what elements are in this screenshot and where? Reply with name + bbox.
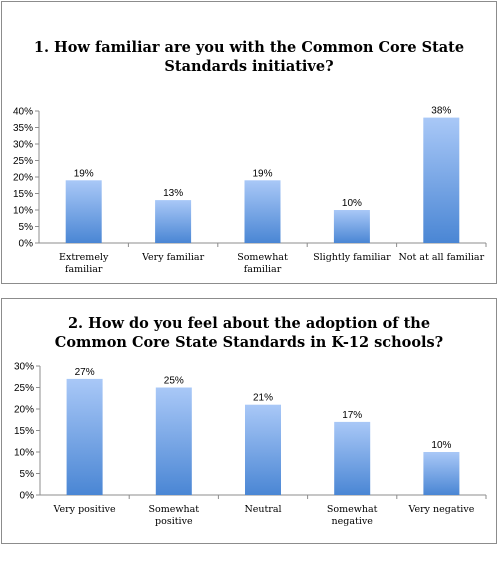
- bar: [423, 117, 460, 243]
- bar: [155, 200, 192, 243]
- y-tick-label: 40%: [13, 107, 33, 118]
- chart-panel-adoption-feeling: 2. How do you feel about the adoption of…: [1, 298, 497, 544]
- data-label: 19%: [252, 168, 272, 179]
- x-tick-label: Very negative: [407, 504, 474, 515]
- data-label: 27%: [75, 367, 95, 378]
- bar-chart-adoption-feeling: 0% 5% 10% 15% 20% 25% 30% 27% Very positive 25% So…: [14, 362, 487, 527]
- y-tick-label: 35%: [13, 123, 33, 134]
- y-tick-label: 30%: [13, 140, 33, 151]
- y-tick-label: 15%: [14, 426, 34, 437]
- bar: [155, 387, 192, 495]
- chart-title-line: Common Core State Standards in K-12 scho…: [54, 334, 444, 351]
- y-tick-label: 20%: [13, 173, 33, 184]
- x-tick-label: Not at all familiar: [398, 252, 484, 263]
- x-tick-label: Slightly familiar: [313, 252, 391, 263]
- y-tick-label: 5%: [20, 469, 35, 480]
- data-label: 13%: [163, 188, 183, 199]
- y-tick-label: 0%: [20, 491, 35, 502]
- y-tick-label: 5%: [19, 222, 34, 233]
- x-tick-label: Somewhat negative: [327, 504, 378, 527]
- data-label: 19%: [74, 168, 94, 179]
- chart-title-line: 2. How do you feel about the adoption of…: [67, 315, 431, 332]
- y-tick-label: 25%: [13, 156, 33, 167]
- data-label: 25%: [164, 376, 184, 387]
- data-label: 38%: [431, 106, 451, 117]
- bar: [245, 404, 281, 495]
- bar-chart-familiarity: 0% 5% 10% 15% 20% 25% 30% 35% 40% 19% Extremely fam…: [13, 106, 487, 275]
- data-label: 21%: [253, 393, 273, 404]
- chart-title-line: Standards initiative?: [164, 58, 334, 75]
- bar: [334, 421, 371, 495]
- y-tick-label: 20%: [14, 405, 34, 416]
- y-tick-label: 10%: [14, 448, 34, 459]
- x-tick-label: Neutral: [244, 504, 281, 515]
- data-label: 10%: [431, 440, 451, 451]
- x-tick-label: Extremely familiar: [59, 252, 109, 275]
- bar: [333, 210, 370, 243]
- data-label: 17%: [342, 410, 362, 421]
- bar: [423, 452, 460, 495]
- x-tick-label: Very positive: [53, 504, 116, 515]
- x-tick-label: Somewhat positive: [149, 504, 200, 527]
- chart-panel-familiarity: 1. How familiar are you with the Common …: [1, 1, 497, 284]
- chart-title: 2. How do you feel about the adoption of…: [2, 314, 496, 352]
- y-tick-label: 0%: [19, 239, 34, 250]
- data-label: 10%: [342, 198, 362, 209]
- x-tick-label: Very familiar: [141, 252, 205, 263]
- y-tick-label: 15%: [13, 189, 33, 200]
- bar: [244, 180, 281, 243]
- y-tick-label: 10%: [13, 206, 33, 217]
- bar: [65, 180, 102, 243]
- bar: [66, 378, 103, 495]
- x-tick-label: Somewhat familiar: [237, 252, 288, 275]
- chart-title: 1. How familiar are you with the Common …: [2, 38, 496, 76]
- y-tick-label: 30%: [14, 362, 34, 373]
- y-tick-label: 25%: [14, 383, 34, 394]
- chart-title-line: 1. How familiar are you with the Common …: [33, 39, 465, 56]
